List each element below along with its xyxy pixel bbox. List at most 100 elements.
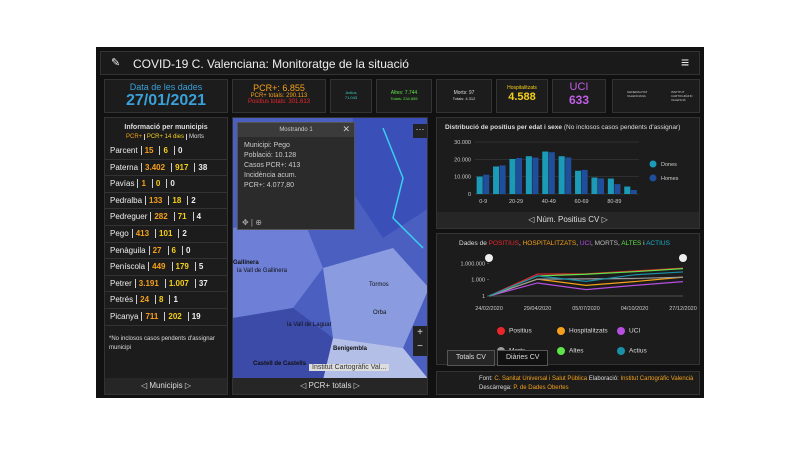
footer-label: Municipis	[149, 381, 183, 390]
municipality-value: 413	[131, 228, 153, 238]
next[interactable]: ▷	[353, 381, 360, 390]
municipality-row: Pedreguer 282 71 4	[105, 209, 227, 226]
map-menu[interactable]: ⋯	[413, 124, 427, 138]
municipality-name: Penàguila	[110, 245, 146, 255]
municipality-value: 6	[159, 146, 171, 155]
legend-item: Actius	[617, 346, 677, 355]
map-panel: Gallinera la Vall de Gallinera Tormos Be…	[232, 117, 428, 395]
municipality-value: 8	[155, 295, 167, 305]
municipality-name: Petrer	[110, 278, 132, 288]
logo-icv: INSTITUT CARTOGRÀFIC VALENCIÀ	[671, 90, 693, 102]
y-tick-label: 20.000	[454, 157, 471, 163]
municipality-row: Pego 413 101 2	[105, 226, 227, 243]
dashboard: ✎ COVID-19 C. Valenciana: Monitoratge de…	[96, 47, 704, 398]
municipality-value: 1	[137, 179, 149, 189]
municipality-value: 101	[155, 228, 176, 238]
map-label: Castell de Castells	[253, 361, 307, 367]
title-part: HOSPITALITZATS	[522, 240, 577, 247]
panel-footer: ◁ PCR+ totals ▷	[233, 378, 427, 394]
prev[interactable]: ◁	[140, 381, 150, 390]
municipality-value: 38	[194, 162, 211, 172]
municipality-value: 0	[173, 146, 186, 155]
municipality-value: 179	[171, 262, 192, 272]
municipality-value: 4	[192, 212, 205, 222]
legend-label: UCI	[629, 328, 641, 335]
bar	[542, 151, 549, 194]
chart-subtitle: (No inclosos casos pendents d'assignar)	[563, 124, 681, 131]
municipality-value: 3.402	[141, 162, 169, 172]
next[interactable]: ▷	[184, 381, 192, 390]
map	[233, 118, 427, 380]
logo-gva: GENERALITAT VALENCIANA	[627, 90, 648, 98]
slider-handle[interactable]	[679, 254, 687, 262]
trend-title: Dades de POSITIUS, HOSPITALITZATS, UCI, …	[459, 240, 670, 247]
zoom-controls[interactable]: + −	[413, 326, 427, 356]
map-label: Orba	[373, 310, 387, 316]
bar	[607, 178, 614, 194]
legend-swatch	[649, 174, 657, 182]
popup-line: PCR+: 4.077,80	[244, 182, 295, 189]
y-tick-label: 1.000	[471, 278, 485, 284]
legend-label: Hospitalitzats	[569, 328, 608, 335]
source-box: Font: C. Sanitat Universal i Salut Públi…	[436, 371, 700, 395]
age-panel: Distribució de positius per edat i sexe …	[436, 117, 700, 229]
footer-label: PCR+ totals	[308, 381, 352, 390]
x-tick-label: 80-89	[607, 199, 621, 205]
municipality-row: Picassent1.35043520	[105, 326, 227, 329]
map-region	[233, 308, 333, 380]
map-label: Benigembla	[333, 346, 368, 352]
date-value: 27/01/2021	[125, 92, 207, 109]
municipality-row: Picanya 711 202 19	[105, 309, 227, 326]
map-region	[323, 248, 427, 348]
col-pcr14: PCR+ 14 dies	[143, 134, 187, 140]
municipality-value: 24	[136, 295, 153, 305]
panel-footer: ◁ Núm. Positius CV ▷	[437, 212, 699, 228]
series-line	[488, 267, 684, 297]
next[interactable]: ▷	[601, 215, 608, 224]
bar	[591, 177, 598, 194]
x-tick-label: 40-49	[542, 199, 556, 205]
popup-close[interactable]: ✕	[342, 124, 350, 134]
col-pcr: PCR+	[125, 134, 143, 140]
y-tick-label: 30.000	[454, 140, 471, 146]
map-label: Tormos	[369, 282, 389, 288]
x-tick-label: 27/12/2020	[669, 306, 697, 312]
altes-total: Totals: 234.655	[390, 96, 418, 101]
uci-box: UCI 633	[552, 79, 606, 113]
bar	[565, 157, 572, 194]
popup-tools[interactable]: ✥ | ⊕	[242, 218, 262, 227]
tab[interactable]: Diàries CV	[497, 350, 549, 366]
uci-label: UCI	[569, 81, 589, 93]
x-tick-label: 60-69	[575, 199, 589, 205]
municipality-name: Parcent	[110, 146, 138, 155]
legend-swatch	[497, 327, 505, 336]
legend-item: UCI	[617, 327, 677, 336]
bar	[558, 156, 565, 194]
title-part: ALTES	[621, 240, 642, 247]
slider-handle[interactable]	[485, 254, 493, 262]
legend-label: Homes	[661, 176, 679, 182]
altes-daily: Altes: 7.744	[390, 90, 418, 96]
legend-swatch	[617, 327, 625, 336]
pcr-box: PCR+: 6.855 PCR+ totals: 290.113 Positiu…	[232, 79, 326, 113]
title-part: ACTIUS	[646, 240, 670, 247]
municipality-value: 2	[187, 195, 199, 205]
actius-label: Actius	[345, 90, 357, 95]
tab[interactable]: Totals CV	[447, 350, 495, 366]
app-icon: ✎	[111, 57, 121, 69]
title-part: UCI	[579, 240, 592, 247]
municipality-value: 3.191	[134, 278, 162, 288]
title-part: ,	[591, 240, 595, 247]
legend-label: Positius	[509, 328, 532, 335]
footer-label: Núm. Positius CV	[536, 215, 600, 224]
prev[interactable]: ◁	[528, 215, 537, 224]
legend-swatch	[617, 346, 625, 355]
attribution: Institut Cartogràfic Val...	[309, 364, 390, 371]
map-label: la Vall de Gallinera	[237, 268, 287, 274]
menu-button[interactable]: ≡	[681, 54, 690, 70]
source-text: C. Sanitat Universal i Salut Pública	[494, 376, 588, 382]
prev[interactable]: ◁	[300, 381, 309, 390]
age-chart: 0 10.000 20.000 30.000 0-9 20-29 40-49 60-69 80-…	[454, 140, 679, 205]
municipality-value: 0	[181, 245, 194, 255]
source-label: Font:	[479, 376, 493, 382]
